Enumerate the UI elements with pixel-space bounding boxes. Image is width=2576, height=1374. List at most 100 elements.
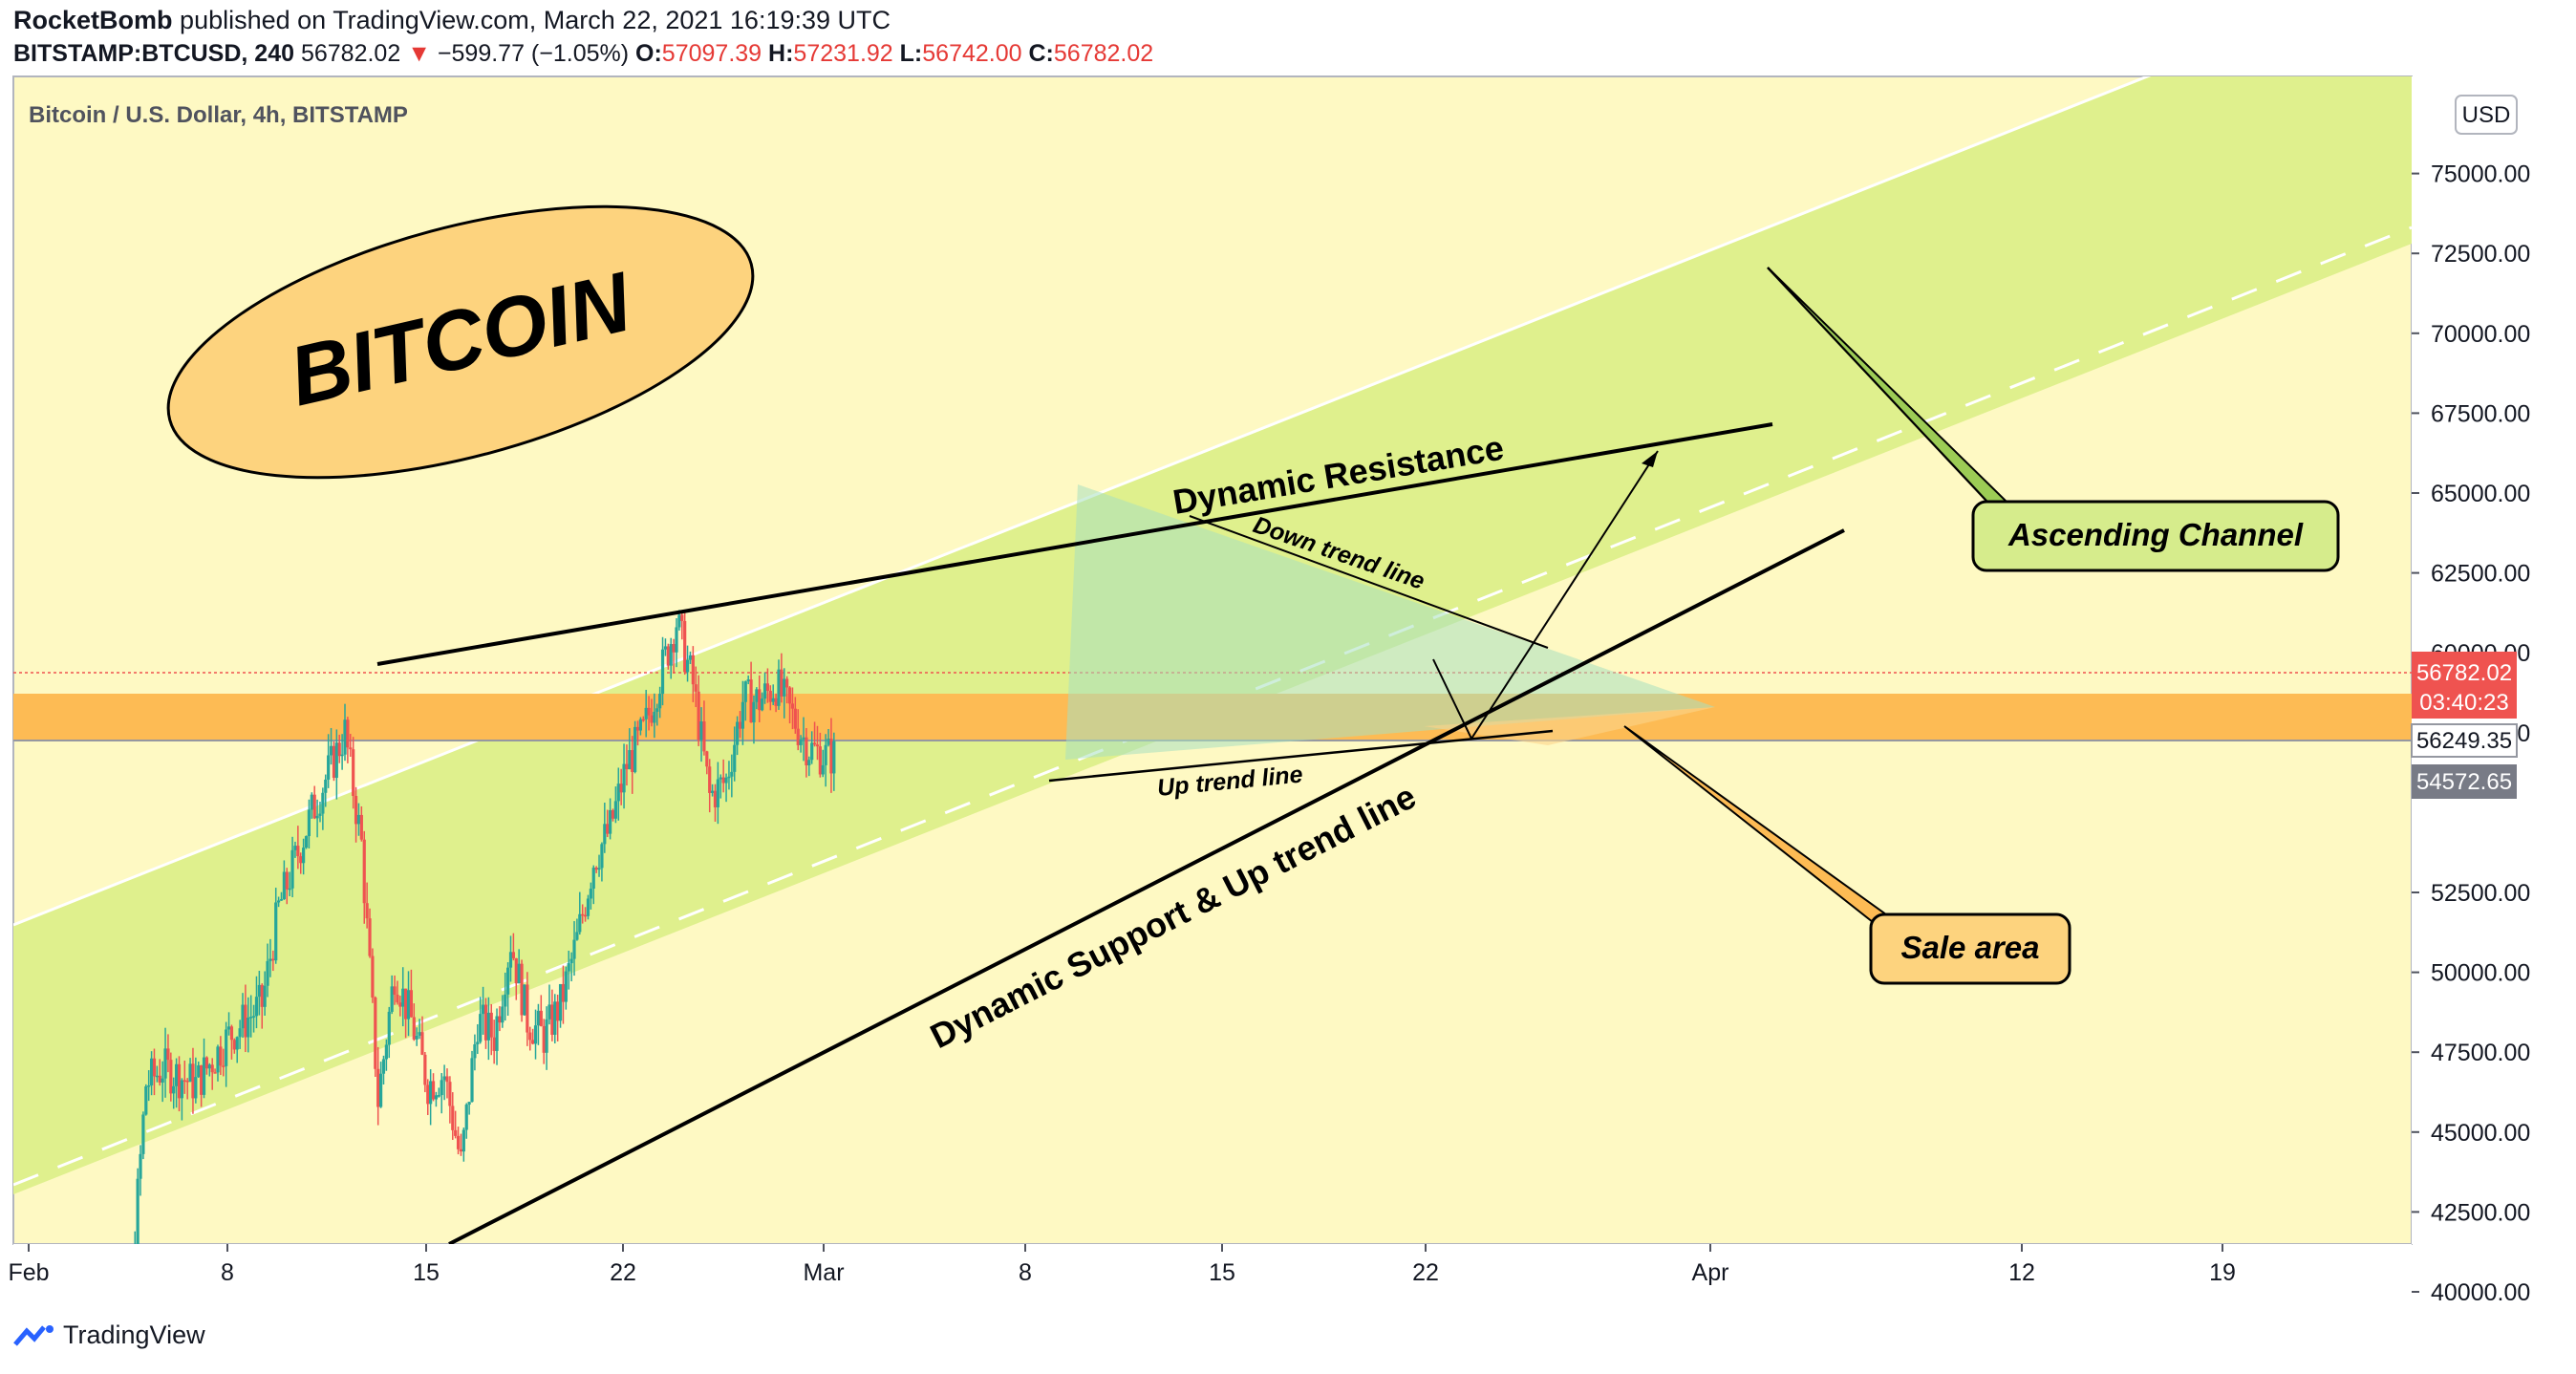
candle-body [489,1012,493,1038]
candle-body [332,745,336,779]
candle-body [381,1059,386,1074]
candle-body [771,698,775,702]
candle-body [556,1001,560,1021]
level-text-1: 56249.35 [2416,728,2512,754]
candle-body [163,1048,167,1079]
candle-body [635,726,640,731]
candle-body [412,1017,416,1040]
candle-body [244,1004,247,1038]
candle-body [810,742,814,761]
candle-body [362,839,366,904]
candle-body [274,902,278,961]
candle-body [166,1048,170,1061]
candle-body [575,932,579,940]
x-tick-label: 15 [1209,1259,1235,1286]
candle-body [434,1095,439,1100]
candle-body [180,1080,183,1099]
candle-body [655,708,659,712]
candle-body [207,1064,211,1069]
candle-body [304,836,309,848]
candle-body [473,1043,477,1059]
footer-brand[interactable]: TradingView [63,1320,205,1349]
x-tick-label: Feb [8,1259,49,1286]
candle-body [586,898,590,916]
candle-body [251,1016,256,1018]
candle-body [730,771,734,777]
candle-body [663,646,668,650]
candle-body [454,1129,458,1136]
candle-body [310,794,313,810]
candle-body [158,1075,161,1084]
candle-body [197,1064,201,1078]
x-tick-label: 19 [2209,1259,2236,1286]
candle-body [542,1025,546,1053]
candle-body [685,659,690,673]
candle-body [415,1035,419,1040]
candle-body [378,1073,383,1107]
low-value: 56742.00 [922,40,1022,67]
author-name[interactable]: RocketBomb [13,6,173,34]
triangle-pattern [1065,484,1715,760]
candle-body [155,1075,159,1078]
sale-area-label: Sale area [1901,930,2040,965]
candle-body [631,750,634,773]
candle-body [564,971,568,1002]
candle-body [501,1006,504,1023]
candle-body [531,1040,535,1044]
candle-body [622,763,626,793]
candle-body [136,1178,140,1244]
candle-body [641,719,645,721]
time-axis[interactable] [13,1244,2412,1311]
candle-body [511,952,515,958]
candle-body [442,1076,446,1081]
candle-body [578,913,582,933]
candle-body [486,1012,490,1041]
candle-body [802,737,805,740]
candle-body [710,790,715,793]
candle-body [354,796,358,825]
x-tick-label: 22 [1412,1259,1439,1286]
candle-body [483,1004,488,1041]
candle-body [807,760,811,765]
candle-body [247,1018,250,1038]
candle-body [561,983,566,1002]
candle-body [346,719,350,748]
candle-body [222,1065,225,1067]
candle-body [216,1046,220,1073]
candle-body [352,749,355,797]
candle-body [359,814,363,840]
current-price-tag [2412,652,2517,719]
x-tick-label: 8 [221,1259,234,1286]
candle-body [462,1129,465,1152]
candle-body [683,620,687,673]
candle-body [644,707,648,719]
candle-body [581,913,585,916]
candle-body [719,777,722,780]
candle-body [716,779,719,807]
candle-body [470,1058,474,1103]
candle-body [583,914,588,917]
bitcoin-logo-ellipse [166,204,755,480]
candle-body [337,742,341,757]
dynamic-support-line [448,528,1845,1244]
candle-body [374,998,377,1069]
candle-body [172,1085,176,1094]
candle-body [296,846,300,857]
candle-body [826,739,830,745]
candle-body [290,849,294,889]
y-tick-label: 75000.00 [2431,161,2530,188]
candle-body [232,1040,236,1050]
candle-body [702,721,706,752]
candle-body [302,848,306,864]
candle-body [141,1114,145,1154]
candle-body [194,1077,198,1099]
currency-badge[interactable] [2455,95,2518,135]
candle-body [188,1063,192,1082]
candle-body [569,958,573,964]
candle-body [746,679,750,682]
high-value: 57231.92 [793,40,893,67]
down-trend-line [1189,515,1549,649]
tradingview-logo-icon [13,1324,54,1346]
candle-body [185,1081,189,1083]
